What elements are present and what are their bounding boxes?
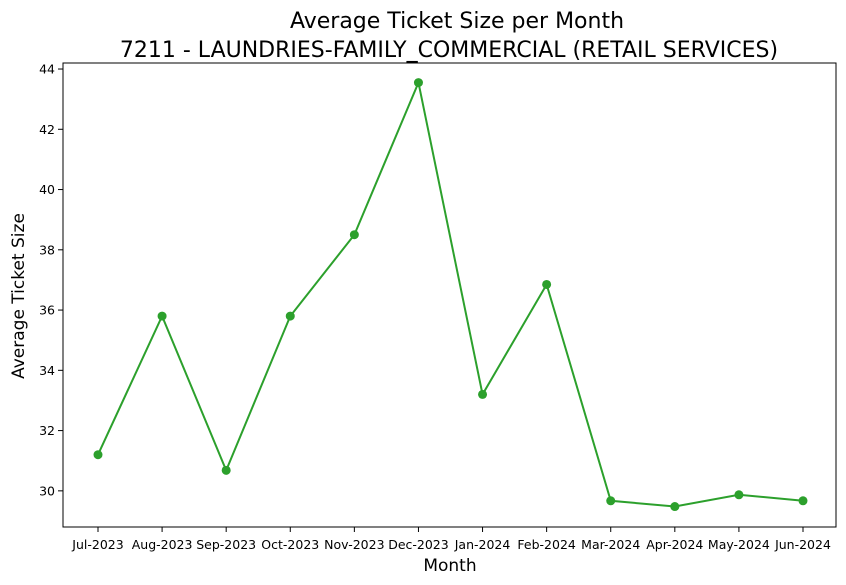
x-tick-label: Aug-2023: [132, 537, 193, 552]
y-axis-label: Average Ticket Size: [9, 213, 29, 379]
x-tick-label: Mar-2024: [581, 537, 640, 552]
data-point: [349, 230, 359, 240]
y-tick-label: 36: [39, 303, 55, 318]
data-point: [478, 389, 488, 399]
data-point: [221, 465, 231, 475]
plot-area: [62, 62, 837, 528]
x-tick-label: Jun-2024: [774, 537, 831, 552]
data-point: [734, 490, 744, 500]
y-axis-ticks: 30 32 34 36 38 40 42 44: [39, 62, 63, 498]
y-tick-label: 32: [39, 423, 55, 438]
data-point: [798, 496, 808, 506]
x-axis-ticks: Jul-2023 Aug-2023 Sep-2023 Oct-2023 Nov-2023…: [71, 527, 831, 552]
x-tick-label: May-2024: [708, 537, 770, 552]
x-axis-label: Month: [423, 556, 476, 576]
x-tick-label: Sep-2023: [196, 537, 256, 552]
data-point: [93, 450, 103, 460]
x-tick-label: Apr-2024: [646, 537, 703, 552]
x-tick-label: Dec-2023: [388, 537, 449, 552]
chart-subtitle: 7211 - LAUNDRIES-FAMILY_COMMERCIAL (RETA…: [120, 38, 778, 63]
chart-title: Average Ticket Size per Month: [290, 9, 624, 34]
x-tick-label: Jan-2024: [454, 537, 511, 552]
y-tick-label: 42: [39, 122, 55, 137]
data-point: [670, 502, 680, 512]
x-tick-label: Nov-2023: [324, 537, 384, 552]
data-point: [606, 496, 616, 506]
series-group: [93, 78, 808, 512]
x-tick-label: Jul-2023: [71, 537, 123, 552]
data-point: [285, 311, 295, 321]
data-point: [413, 78, 423, 88]
y-tick-label: 30: [39, 483, 55, 498]
x-tick-label: Feb-2024: [517, 537, 576, 552]
y-tick-label: 40: [39, 182, 55, 197]
data-point: [157, 311, 167, 321]
data-point: [542, 279, 552, 289]
y-tick-label: 38: [39, 242, 55, 257]
series-line: [97, 79, 804, 508]
y-tick-label: 44: [39, 62, 55, 77]
y-tick-label: 34: [39, 363, 55, 378]
x-tick-label: Oct-2023: [261, 537, 319, 552]
